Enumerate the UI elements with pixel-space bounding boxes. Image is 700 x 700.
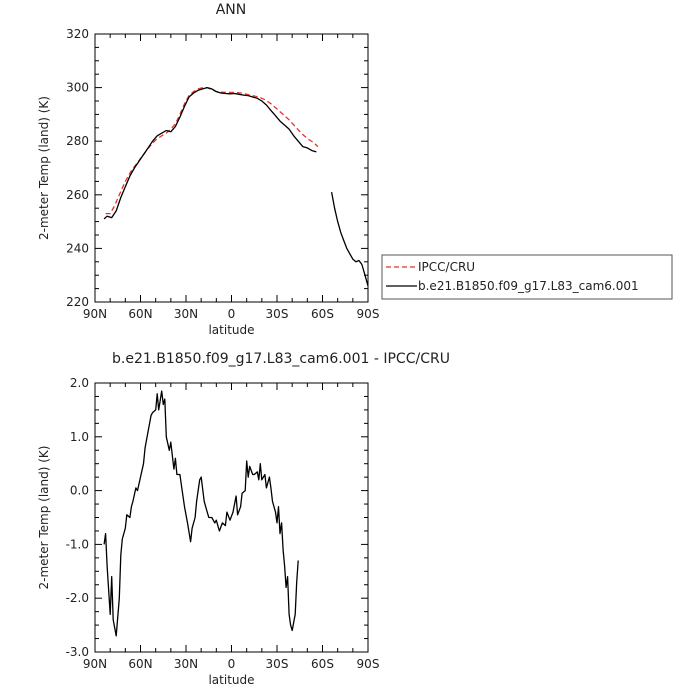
y-tick-label: -3.0 xyxy=(66,645,89,659)
x-tick-label: 90S xyxy=(357,307,380,321)
x-tick-label: 0 xyxy=(228,657,236,671)
legend-box xyxy=(381,254,673,300)
y-tick-label: 300 xyxy=(66,81,89,95)
y-axis-label: 2-meter Temp (land) (K) xyxy=(37,446,51,590)
x-axis-label: latitude xyxy=(208,323,254,337)
y-tick-label: 2.0 xyxy=(70,376,89,390)
x-axis-label: latitude xyxy=(208,673,254,687)
legend-label: b.e21.B1850.f09_g17.L83_cam6.001 xyxy=(418,279,639,293)
series-line xyxy=(330,191,369,287)
chart-title: ANN xyxy=(216,2,247,18)
y-tick-label: 240 xyxy=(66,241,89,255)
x-tick-label: 60N xyxy=(128,657,152,671)
y-tick-label: 280 xyxy=(66,134,89,148)
x-tick-label: 60S xyxy=(311,307,334,321)
x-tick-label: 30S xyxy=(266,657,289,671)
x-tick-label: 30N xyxy=(174,657,198,671)
y-tick-label: -1.0 xyxy=(66,537,89,551)
plot-frame xyxy=(94,33,369,303)
legend-label: IPCC/CRU xyxy=(418,260,475,274)
x-tick-label: 90N xyxy=(83,307,107,321)
y-tick-label: 260 xyxy=(66,188,89,202)
x-tick-label: 30N xyxy=(174,307,198,321)
x-tick-label: 60S xyxy=(311,657,334,671)
chart-title: b.e21.B1850.f09_g17.L83_cam6.001 - IPCC/… xyxy=(112,351,450,367)
y-axis-label: 2-meter Temp (land) (K) xyxy=(37,96,51,240)
y-tick-label: 320 xyxy=(66,27,89,41)
series-line xyxy=(103,86,317,220)
x-tick-label: 90S xyxy=(357,657,380,671)
y-tick-label: 1.0 xyxy=(70,430,89,444)
y-tick-label: 220 xyxy=(66,295,89,309)
y-tick-label: 0.0 xyxy=(70,484,89,498)
x-tick-label: 30S xyxy=(266,307,289,321)
x-tick-label: 60N xyxy=(128,307,152,321)
series-line xyxy=(105,86,319,215)
series-line xyxy=(103,390,299,637)
x-tick-label: 90N xyxy=(83,657,107,671)
x-tick-label: 0 xyxy=(228,307,236,321)
y-tick-label: -2.0 xyxy=(66,591,89,605)
